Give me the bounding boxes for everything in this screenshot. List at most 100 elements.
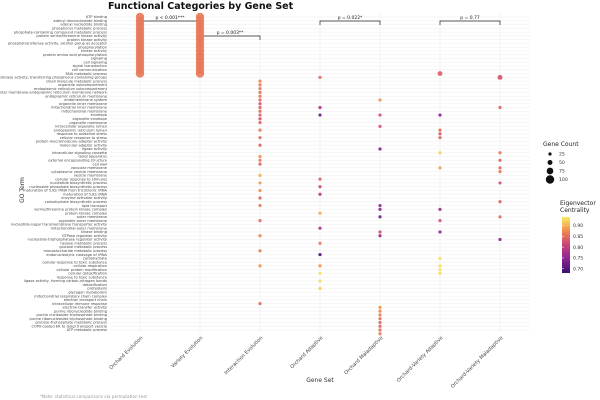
color-legend-tick-label: 0.70 bbox=[573, 266, 583, 272]
data-point bbox=[258, 249, 262, 253]
data-point bbox=[378, 320, 382, 325]
go-term-label: cellular response to stimulus bbox=[55, 177, 107, 181]
go-term-label: endonucleolytic cleavage of rRNA bbox=[46, 253, 107, 257]
go-term-label: molecular adaptor activity bbox=[60, 143, 108, 147]
go-term-label: ligase activity, forming carbon-nitrogen… bbox=[24, 279, 107, 283]
color-legend-bar bbox=[562, 217, 570, 273]
data-point bbox=[378, 317, 382, 321]
go-term-label: mitochondrial outer membrane bbox=[51, 226, 108, 230]
color-legend-tick-label: 0.80 bbox=[573, 245, 583, 251]
data-point bbox=[258, 90, 262, 95]
go-term-label: adenyl nucleotide binding bbox=[60, 23, 107, 27]
go-term-label: cellular response to stress bbox=[60, 136, 107, 140]
data-point bbox=[318, 113, 322, 117]
significance-bracket bbox=[439, 20, 501, 25]
data-point bbox=[498, 166, 502, 170]
data-point bbox=[378, 147, 382, 151]
go-term-label: response to toxic substance bbox=[57, 275, 108, 279]
data-point bbox=[258, 94, 262, 98]
data-point bbox=[438, 264, 442, 268]
data-point bbox=[318, 75, 322, 79]
go-term-label: protein amino acid phosphorylation bbox=[43, 53, 107, 57]
significance-label: p < 0.001*** bbox=[155, 15, 185, 21]
data-point bbox=[378, 324, 382, 328]
go-term-label: endomembrane system bbox=[64, 98, 107, 102]
data-point bbox=[378, 207, 382, 211]
go-term-label: RNA metabolic process bbox=[65, 72, 107, 76]
go-term-label: endoplasmic reticulum membrane bbox=[45, 94, 108, 98]
data-point bbox=[258, 120, 262, 125]
data-point bbox=[258, 136, 262, 140]
data-point bbox=[318, 241, 322, 245]
go-term-label: signaling bbox=[91, 57, 107, 61]
footnote: *Note: statistical comparisons via permu… bbox=[40, 394, 147, 399]
go-term-label: kinase binding bbox=[81, 230, 107, 234]
significance-label: p = 0.003** bbox=[217, 30, 245, 36]
data-point bbox=[318, 226, 322, 230]
data-point bbox=[438, 113, 442, 117]
data-point bbox=[498, 170, 502, 174]
go-term-label: nuclear outer membrane-endoplasmic retic… bbox=[0, 91, 108, 95]
go-term-label: maturation of 5.8S rRNA from tricistroni… bbox=[23, 189, 107, 193]
go-term-label: endoplasmic reticulum subcompartment bbox=[34, 87, 108, 91]
data-point bbox=[258, 79, 262, 83]
go-term-label: nucleoside-triphosphatase regulator acti… bbox=[27, 238, 107, 242]
gene-set-label: Orchard Evolution bbox=[108, 335, 144, 371]
go-term-label: cell signaling bbox=[83, 60, 107, 64]
data-point bbox=[258, 173, 262, 177]
data-point bbox=[378, 230, 382, 234]
data-point bbox=[378, 328, 382, 332]
size-legend-dot bbox=[546, 167, 554, 175]
data-point bbox=[318, 192, 322, 196]
go-term-label: intracellular organelle lumen bbox=[55, 125, 107, 129]
go-term-label: nucleoside phosphate biosynthetic proces… bbox=[29, 185, 107, 189]
go-term-label: purine nucleoside triphosphate binding bbox=[36, 313, 107, 317]
gene-set-label: Orchard-Variety Maladaptive bbox=[450, 335, 505, 390]
data-point bbox=[258, 102, 262, 106]
go-term-label: monosaccharide metabolic process bbox=[43, 249, 107, 253]
data-point bbox=[438, 268, 442, 272]
data-point bbox=[438, 136, 442, 140]
data-point bbox=[258, 162, 262, 166]
go-term-label: mitochondrial membrane bbox=[61, 109, 107, 113]
data-point bbox=[437, 71, 443, 77]
data-point bbox=[378, 309, 382, 313]
data-point bbox=[318, 286, 322, 291]
go-term-label: phosphorus metabolic process bbox=[52, 27, 107, 31]
data-point bbox=[498, 215, 502, 219]
color-legend-tick-label: 0.90 bbox=[573, 223, 583, 229]
data-point bbox=[258, 188, 262, 193]
color-legend: Eigenvector Centrality 0.70 0.75 0.80 0.85 0… bbox=[560, 200, 596, 273]
data-point bbox=[438, 128, 442, 132]
go-term-label: protein kinase activity bbox=[67, 38, 108, 42]
go-term-label: envelope bbox=[90, 113, 107, 117]
data-point bbox=[258, 158, 262, 162]
data-point bbox=[258, 113, 262, 117]
go-term-label: mitochondrial inner membrane bbox=[51, 106, 108, 110]
go-term-label: intracellular signaling cassette bbox=[52, 151, 108, 155]
chart-title: Functional Categories by Gene Set bbox=[108, 1, 294, 12]
go-term-label: response to oxidative stress bbox=[57, 132, 108, 136]
color-legend-tick-label: 0.75 bbox=[573, 256, 583, 262]
data-point bbox=[438, 230, 442, 234]
size-legend-value: 75 bbox=[559, 169, 565, 175]
data-point bbox=[497, 74, 503, 80]
go-term-label: ATP metabolic process bbox=[67, 328, 108, 332]
data-point bbox=[318, 271, 322, 276]
size-legend-value: 100 bbox=[559, 177, 568, 183]
go-term-label: kinase activity bbox=[81, 49, 108, 53]
go-term-label: external encapsulating structure bbox=[48, 159, 107, 163]
data-points bbox=[135, 12, 503, 336]
data-point bbox=[318, 279, 322, 283]
go-term-label: cellular detoxification bbox=[68, 272, 107, 276]
size-legend-value: 50 bbox=[559, 160, 565, 166]
data-point bbox=[258, 219, 262, 223]
data-point bbox=[378, 203, 382, 208]
go-term-label: serine/threonine protein kinase complex bbox=[34, 208, 107, 212]
data-point bbox=[498, 151, 502, 155]
data-point bbox=[258, 105, 262, 110]
go-term-label: endoplasmic reticulum lumen bbox=[54, 128, 107, 132]
data-point bbox=[498, 105, 502, 110]
go-term-label: carbohydrate biosynthetic process bbox=[45, 200, 107, 204]
